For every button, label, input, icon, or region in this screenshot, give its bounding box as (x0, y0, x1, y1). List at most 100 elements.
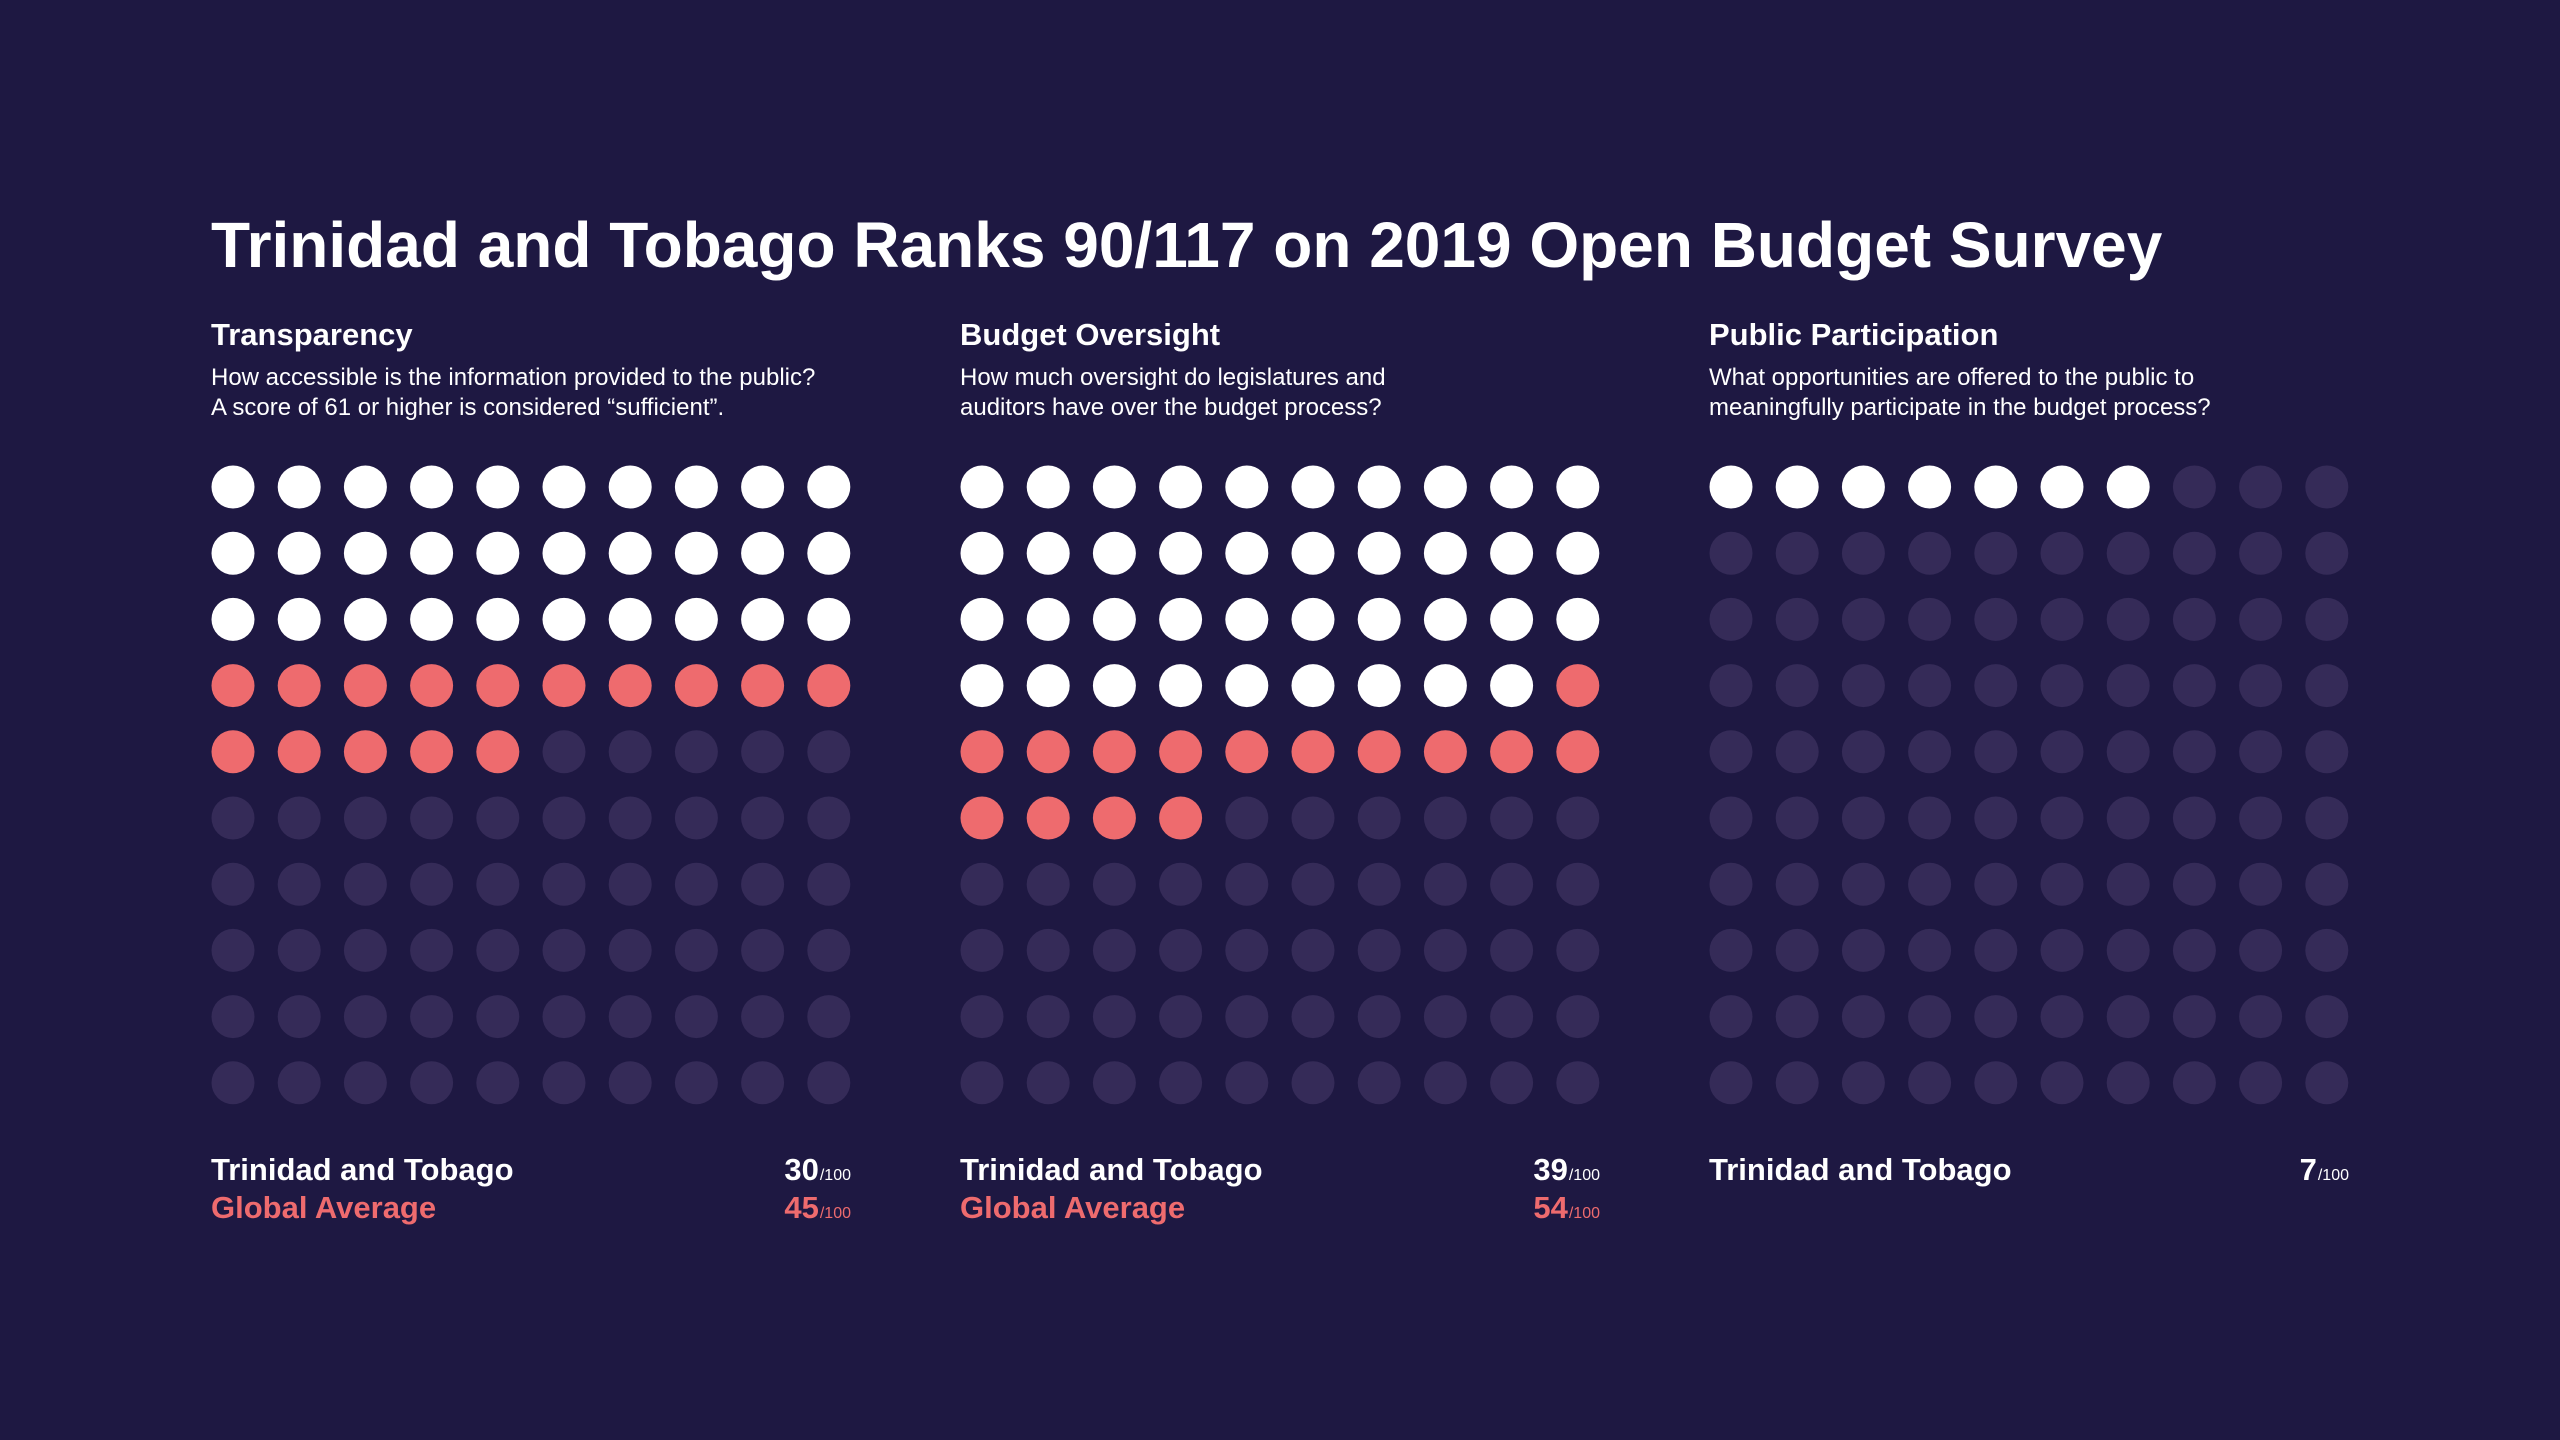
waffle-dot-empty (343, 928, 387, 972)
waffle-dot-empty (343, 995, 387, 1039)
waffle-dot-global-average (1026, 796, 1070, 840)
waffle-dot-empty (741, 730, 785, 774)
waffle-dot-country (807, 531, 851, 575)
waffle-dot-country (741, 531, 785, 575)
waffle-dot-empty (2106, 928, 2150, 972)
waffle-dot-empty (1159, 1061, 1203, 1105)
waffle-dot-empty (211, 796, 255, 840)
waffle-dot-empty (674, 862, 718, 906)
average-score: 54/100 (1533, 1190, 1600, 1226)
waffle-dot-empty (1974, 995, 2018, 1039)
waffle-dot-country (1159, 664, 1203, 708)
score-denominator: /100 (1568, 1205, 1600, 1222)
waffle-dot-empty (2239, 531, 2283, 575)
waffle-dot-empty (343, 1061, 387, 1105)
waffle-dot-empty (410, 995, 454, 1039)
waffle-dot-empty (1775, 928, 1819, 972)
waffle-dot-empty (211, 928, 255, 972)
waffle-dot-empty (960, 862, 1004, 906)
score-legend: Trinidad and Tobago 30/100 Global Averag… (211, 1152, 851, 1228)
waffle-dot-empty (2172, 995, 2216, 1039)
waffle-dot-empty (1026, 862, 1070, 906)
page-title: Trinidad and Tobago Ranks 90/117 on 2019… (211, 209, 2163, 281)
waffle-dot-empty (410, 796, 454, 840)
waffle-dot-global-average (1556, 664, 1600, 708)
waffle-dot-country (674, 597, 718, 641)
waffle-dot-empty (1775, 862, 1819, 906)
waffle-dot-empty (1291, 796, 1335, 840)
waffle-dot-global-average (960, 796, 1004, 840)
waffle-dot-global-average (211, 664, 255, 708)
waffle-dot-empty (1159, 862, 1203, 906)
waffle-dot-empty (1423, 796, 1467, 840)
waffle-dot-empty (1159, 995, 1203, 1039)
waffle-dot-country (1159, 597, 1203, 641)
waffle-dot-empty (1490, 1061, 1534, 1105)
waffle-dot-empty (807, 796, 851, 840)
waffle-dot-global-average (1225, 730, 1269, 774)
waffle-dot-empty (1841, 531, 1885, 575)
waffle-dot-global-average (211, 730, 255, 774)
waffle-dot-empty (1841, 995, 1885, 1039)
waffle-dot-global-average (542, 664, 586, 708)
waffle-dot-empty (608, 1061, 652, 1105)
waffle-dot-empty (674, 995, 718, 1039)
waffle-dot-empty (2040, 796, 2084, 840)
waffle-dot-global-average (960, 730, 1004, 774)
waffle-dot-empty (1423, 995, 1467, 1039)
waffle-dot-empty (1709, 597, 1753, 641)
waffle-dot-empty (1974, 664, 2018, 708)
waffle-dot-global-average (476, 664, 520, 708)
waffle-dot-empty (608, 928, 652, 972)
waffle-dot-empty (1974, 796, 2018, 840)
waffle-dot-country (1357, 465, 1401, 509)
waffle-dot-empty (2040, 928, 2084, 972)
waffle-dot-empty (2305, 730, 2349, 774)
average-score-value: 45 (784, 1190, 819, 1225)
country-score: 30/100 (784, 1152, 851, 1188)
waffle-dot-country (608, 531, 652, 575)
waffle-dot-empty (1775, 995, 1819, 1039)
waffle-dot-country (1291, 664, 1335, 708)
waffle-dot-country (476, 465, 520, 509)
waffle-dot-empty (1841, 862, 1885, 906)
panel-description: How accessible is the information provid… (211, 364, 816, 421)
waffle-dot-empty (1490, 862, 1534, 906)
waffle-dot-country (277, 531, 321, 575)
waffle-dot-empty (1709, 664, 1753, 708)
waffle-dot-empty (807, 995, 851, 1039)
waffle-dot-empty (2239, 465, 2283, 509)
waffle-dot-empty (1841, 664, 1885, 708)
waffle-dot-empty (960, 928, 1004, 972)
waffle-dot-empty (2040, 597, 2084, 641)
waffle-dot-empty (674, 730, 718, 774)
waffle-dot-country (960, 465, 1004, 509)
waffle-dot-empty (476, 1061, 520, 1105)
waffle-dot-empty (960, 1061, 1004, 1105)
waffle-dot-empty (1357, 862, 1401, 906)
waffle-dot-empty (1092, 928, 1136, 972)
waffle-dot-global-average (1026, 730, 1070, 774)
waffle-dot-country (674, 465, 718, 509)
waffle-dot-empty (2239, 664, 2283, 708)
waffle-dot-country (1423, 465, 1467, 509)
waffle-dot-empty (1092, 862, 1136, 906)
waffle-dot-empty (674, 1061, 718, 1105)
waffle-dot-empty (2305, 597, 2349, 641)
waffle-chart (960, 465, 1600, 1105)
waffle-dot-country (960, 664, 1004, 708)
panel-description: How much oversight do legislatures and a… (960, 364, 1386, 421)
waffle-dot-country (1092, 664, 1136, 708)
waffle-dot-empty (807, 862, 851, 906)
waffle-dot-country (1775, 465, 1819, 509)
waffle-dot-global-average (1092, 796, 1136, 840)
waffle-dot-country (608, 597, 652, 641)
waffle-dot-empty (2239, 597, 2283, 641)
average-score: 45/100 (784, 1190, 851, 1226)
waffle-dot-empty (1841, 928, 1885, 972)
waffle-dot-empty (1775, 664, 1819, 708)
waffle-dot-empty (1709, 862, 1753, 906)
waffle-dot-empty (2305, 664, 2349, 708)
waffle-dot-empty (1556, 796, 1600, 840)
waffle-dot-country (1841, 465, 1885, 509)
